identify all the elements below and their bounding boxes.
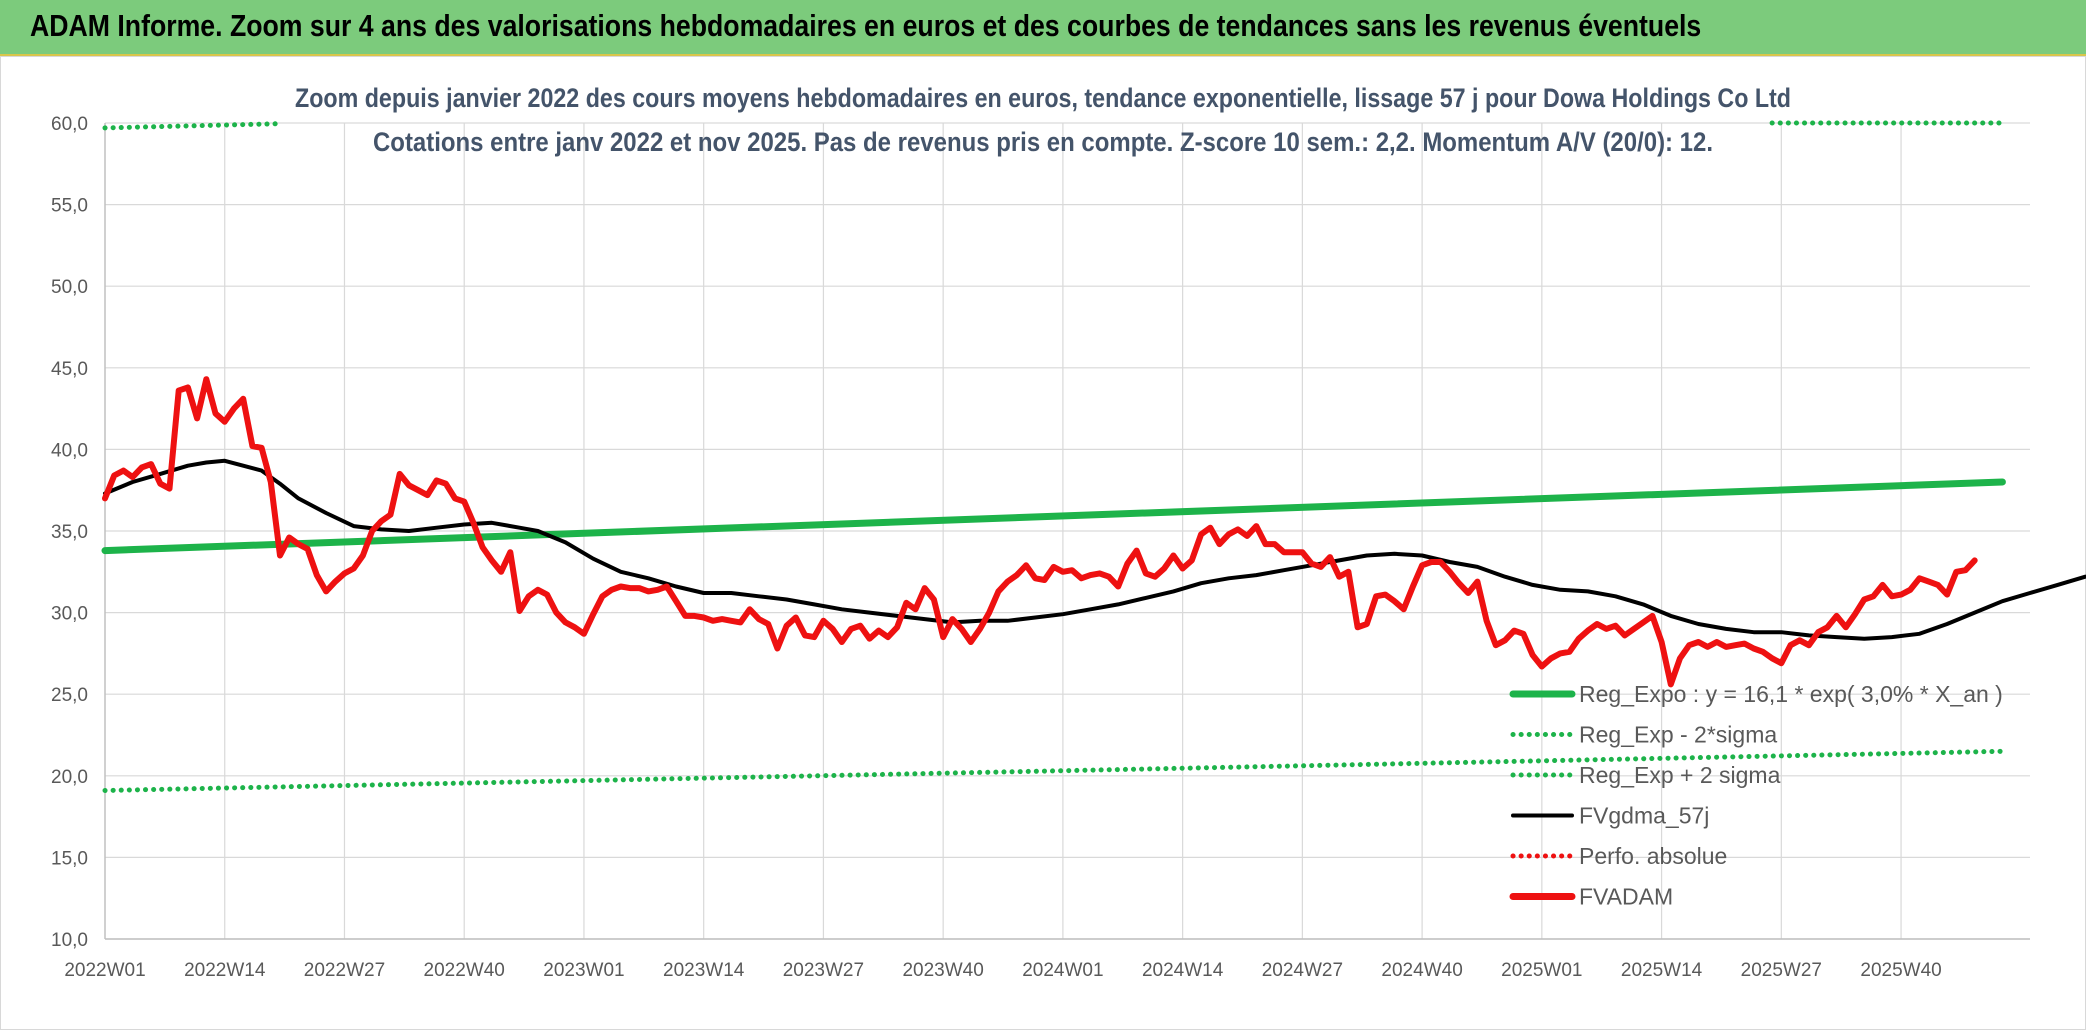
series-reg-exp-minus-2sigma (102, 748, 2005, 793)
grid (104, 122, 2030, 940)
legend-label: Reg_Exp - 2*sigma (1579, 722, 1777, 748)
chart-subtitle-line-1: Zoom depuis janvier 2022 des cours moyen… (295, 83, 1791, 113)
y-tick-label: 25,0 (51, 685, 88, 706)
x-tick-label: 2023W01 (543, 960, 624, 981)
series (101, 120, 2086, 793)
x-tick-label: 2024W01 (1022, 960, 1103, 981)
legend-label: FVgdma_57j (1579, 803, 1709, 829)
legend-label: Perfo. absolue (1579, 843, 1727, 869)
x-tick-label: 2023W14 (663, 960, 745, 981)
x-tick-label: 2023W40 (902, 960, 983, 981)
x-tick-label: 2025W01 (1501, 960, 1582, 981)
x-tick-label: 2025W27 (1741, 960, 1822, 981)
legend-label: FVADAM (1579, 884, 1673, 910)
legend: Reg_Expo : y = 16,1 * exp( 3,0% * X_an )… (1509, 681, 2003, 910)
chart-subtitle-line-2: Cotations entre janv 2022 et nov 2025. P… (373, 127, 1713, 157)
x-tick-label: 2022W14 (184, 960, 266, 981)
page-title: ADAM Informe. Zoom sur 4 ans des valoris… (30, 8, 1702, 43)
y-tick-label: 15,0 (51, 848, 88, 869)
x-tick-label: 2022W01 (64, 960, 145, 981)
x-tick-label: 2024W27 (1262, 960, 1343, 981)
series-fvadam (102, 376, 1978, 688)
x-tick-label: 2023W27 (783, 960, 864, 981)
y-tick-label: 35,0 (51, 522, 88, 543)
x-tick-label: 2025W40 (1860, 960, 1941, 981)
y-tick-label: 40,0 (51, 440, 88, 461)
x-tick-label: 2022W27 (304, 960, 385, 981)
x-tick-label: 2022W40 (424, 960, 505, 981)
header-bar: ADAM Informe. Zoom sur 4 ans des valoris… (0, 0, 2086, 56)
y-tick-label: 45,0 (51, 359, 88, 380)
axes: 10,0 15,0 20,0 25,0 30,0 35,0 40,0 45,0 50,0 55,0… (51, 114, 2030, 981)
y-tick-label: 10,0 (51, 930, 88, 951)
legend-label: Reg_Expo : y = 16,1 * exp( 3,0% * X_an ) (1579, 681, 2003, 707)
y-tick-label: 55,0 (51, 196, 88, 217)
series-fvgdma-57j (103, 458, 2086, 641)
x-tick-label: 2024W14 (1142, 960, 1224, 981)
legend-label: Reg_Exp + 2 sigma (1579, 762, 1781, 788)
y-tick-label: 20,0 (51, 767, 88, 788)
series-reg-expo (101, 478, 2006, 555)
series-reg-exp-plus-2sigma (102, 121, 278, 131)
y-tick-label: 30,0 (51, 604, 88, 625)
y-tick-label: 50,0 (51, 277, 88, 298)
x-tick-label: 2024W40 (1381, 960, 1462, 981)
y-tick-label: 60,0 (51, 114, 88, 135)
x-tick-label: 2025W14 (1621, 960, 1703, 981)
